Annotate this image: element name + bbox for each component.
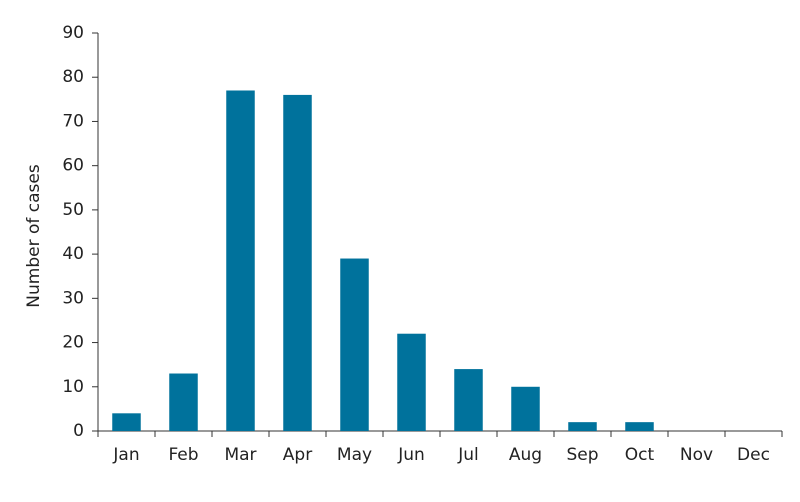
y-tick-label: 80 [62, 67, 84, 87]
x-tick-label: Feb [168, 445, 198, 465]
x-tick-label: Jan [112, 445, 139, 465]
y-tick-label: 70 [62, 111, 84, 131]
bar [397, 333, 426, 431]
x-tick-label: May [337, 445, 372, 465]
y-tick-label: 40 [62, 244, 84, 264]
y-tick-label: 20 [62, 333, 84, 353]
bar [283, 94, 312, 432]
bar [226, 90, 255, 431]
x-tick-label: Oct [625, 445, 655, 465]
bar [340, 258, 369, 431]
y-tick-label: 30 [62, 288, 84, 308]
x-tick-label: Nov [680, 445, 713, 465]
y-tick-label: 10 [62, 377, 84, 397]
x-tick-label: Jul [457, 445, 479, 465]
x-tick-label: Aug [509, 445, 542, 465]
x-tick-label: Mar [224, 445, 256, 465]
bar [454, 369, 483, 431]
bar [511, 386, 540, 431]
x-tick-label: Apr [283, 445, 312, 465]
bar [112, 413, 141, 431]
bar [169, 373, 198, 431]
x-tick-label: Sep [566, 445, 598, 465]
bar [568, 422, 597, 431]
y-tick-label: 0 [73, 421, 84, 441]
x-tick-label: Dec [737, 445, 770, 465]
x-tick-label: Jun [397, 445, 425, 465]
bar [625, 422, 654, 431]
y-tick-label: 50 [62, 200, 84, 220]
y-tick-label: 90 [62, 23, 84, 43]
y-tick-label: 60 [62, 156, 84, 176]
y-axis-label: Number of cases [24, 164, 44, 308]
